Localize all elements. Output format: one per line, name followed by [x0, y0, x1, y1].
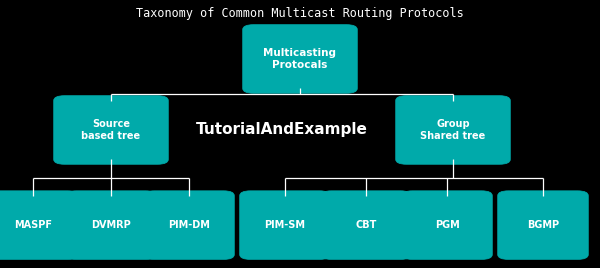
FancyBboxPatch shape: [402, 191, 493, 259]
FancyBboxPatch shape: [0, 191, 78, 259]
Text: MASPF: MASPF: [14, 220, 52, 230]
FancyBboxPatch shape: [498, 191, 589, 259]
Text: Multicasting
Protocals: Multicasting Protocals: [263, 48, 337, 70]
FancyBboxPatch shape: [242, 25, 357, 93]
Text: Source
based tree: Source based tree: [82, 119, 140, 141]
Text: TutorialAndExample: TutorialAndExample: [196, 122, 368, 137]
Text: BGMP: BGMP: [527, 220, 559, 230]
Text: Taxonomy of Common Multicast Routing Protocols: Taxonomy of Common Multicast Routing Pro…: [136, 7, 464, 20]
Text: DVMRP: DVMRP: [91, 220, 131, 230]
Text: Group
Shared tree: Group Shared tree: [421, 119, 485, 141]
FancyBboxPatch shape: [66, 191, 156, 259]
Text: PIM-SM: PIM-SM: [265, 220, 305, 230]
Text: PGM: PGM: [434, 220, 460, 230]
FancyBboxPatch shape: [240, 191, 331, 259]
FancyBboxPatch shape: [396, 96, 510, 164]
FancyBboxPatch shape: [144, 191, 235, 259]
Text: PIM-DM: PIM-DM: [168, 220, 210, 230]
Text: CBT: CBT: [355, 220, 377, 230]
FancyBboxPatch shape: [54, 96, 168, 164]
FancyBboxPatch shape: [320, 191, 412, 259]
